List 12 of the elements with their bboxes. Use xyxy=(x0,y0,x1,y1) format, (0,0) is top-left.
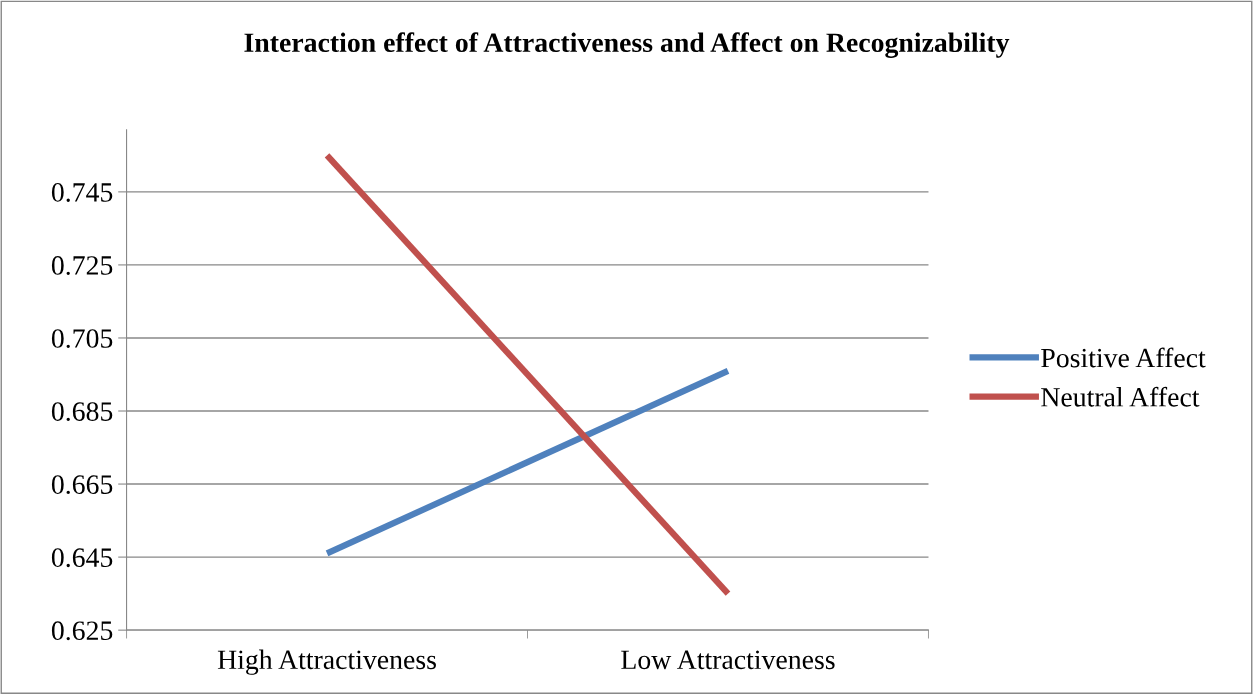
chart-title: Interaction effect of Attractiveness and Affect on Recognizability xyxy=(244,32,1010,58)
legend-label: Positive Affect xyxy=(1041,347,1206,368)
y-tick-label: 0.725 xyxy=(51,256,113,275)
y-tick-label: 0.625 xyxy=(51,621,113,641)
y-tick-label: 0.645 xyxy=(51,548,113,568)
x-tick-label: High Attractiveness xyxy=(217,649,436,675)
y-tick-label: 0.685 xyxy=(51,402,113,422)
legend-label: Neutral Affect xyxy=(1041,386,1200,407)
x-tick-label: Low Attractiveness xyxy=(621,650,835,670)
y-tick-label: 0.745 xyxy=(51,183,113,202)
y-tick-label: 0.705 xyxy=(51,329,113,348)
y-tick-label: 0.665 xyxy=(51,475,113,495)
